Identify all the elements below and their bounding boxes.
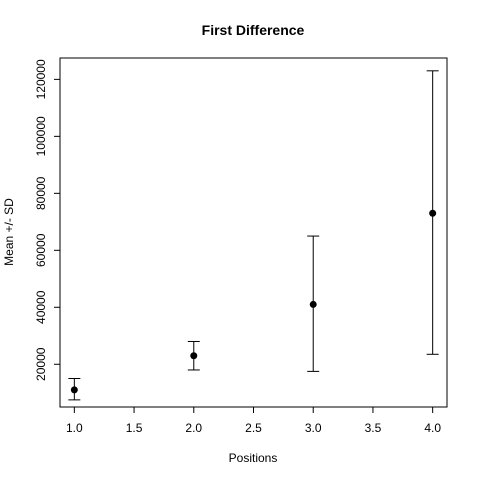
x-axis: 1.0 1.5 2.0 2.5 3.0 3.5 4.0 xyxy=(66,407,441,435)
y-tick-label: 20000 xyxy=(34,347,48,381)
data-point xyxy=(70,386,78,394)
y-axis: 20000 40000 60000 80000 100000 120000 xyxy=(34,59,60,381)
y-tick-label: 80000 xyxy=(34,176,48,210)
data-point xyxy=(309,300,317,308)
x-tick-label: 4.0 xyxy=(424,421,441,435)
x-tick-label: 1.5 xyxy=(126,421,143,435)
x-tick-label: 3.0 xyxy=(305,421,322,435)
y-axis-label: Mean +/- SD xyxy=(2,198,16,266)
y-tick-label: 40000 xyxy=(34,290,48,324)
x-tick-label: 3.5 xyxy=(365,421,382,435)
chart-title: First Difference xyxy=(202,22,305,38)
x-tick-label: 2.5 xyxy=(245,421,262,435)
y-tick-label: 100000 xyxy=(34,116,48,156)
data-point xyxy=(429,209,437,217)
y-tick-label: 120000 xyxy=(34,59,48,99)
y-tick-label: 60000 xyxy=(34,233,48,267)
x-axis-label: Positions xyxy=(229,451,278,465)
data-points xyxy=(70,209,437,394)
x-tick-label: 1.0 xyxy=(66,421,83,435)
x-tick-label: 2.0 xyxy=(185,421,202,435)
data-point xyxy=(190,352,198,360)
